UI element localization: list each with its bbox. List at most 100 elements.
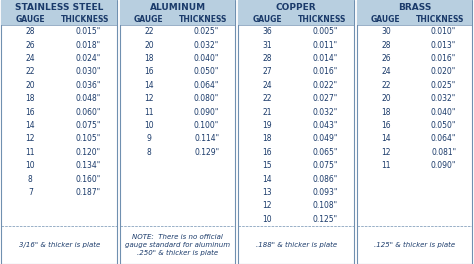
Bar <box>120 0 236 14</box>
Text: 26: 26 <box>26 41 35 50</box>
Text: GAUGE: GAUGE <box>253 15 282 24</box>
Text: 0.134": 0.134" <box>75 161 101 170</box>
Text: 0.129": 0.129" <box>194 148 219 157</box>
Text: 0.049": 0.049" <box>312 134 338 143</box>
Text: 7: 7 <box>28 188 33 197</box>
Text: 0.011": 0.011" <box>312 41 337 50</box>
Text: 20: 20 <box>144 41 154 50</box>
Text: GAUGE: GAUGE <box>16 15 45 24</box>
Text: 22: 22 <box>263 94 272 103</box>
Text: 0.043": 0.043" <box>312 121 338 130</box>
Text: 8: 8 <box>146 148 151 157</box>
Text: 22: 22 <box>381 81 391 90</box>
Text: 18: 18 <box>144 54 154 63</box>
Text: 0.032": 0.032" <box>312 108 338 117</box>
Text: STAINLESS STEEL: STAINLESS STEEL <box>15 2 103 12</box>
Text: 10: 10 <box>144 121 154 130</box>
Text: 18: 18 <box>381 108 391 117</box>
Text: 12: 12 <box>263 201 272 210</box>
Text: 0.020": 0.020" <box>431 67 456 76</box>
Text: 3/16" & thicker is plate: 3/16" & thicker is plate <box>18 242 100 248</box>
Bar <box>120 14 236 25</box>
Text: 0.086": 0.086" <box>312 175 338 183</box>
Text: GAUGE: GAUGE <box>134 15 164 24</box>
Text: 0.040": 0.040" <box>194 54 219 63</box>
Text: THICKNESS: THICKNESS <box>61 15 109 24</box>
Text: 20: 20 <box>26 81 35 90</box>
Text: 21: 21 <box>263 108 272 117</box>
Bar <box>120 0 236 264</box>
Text: .188" & thicker is plate: .188" & thicker is plate <box>255 242 337 248</box>
Text: THICKNESS: THICKNESS <box>298 15 346 24</box>
Text: 0.040": 0.040" <box>431 108 456 117</box>
Text: 28: 28 <box>263 54 272 63</box>
Text: 0.018": 0.018" <box>75 41 100 50</box>
Text: 0.005": 0.005" <box>312 27 338 36</box>
Bar <box>238 0 354 14</box>
Text: THICKNESS: THICKNESS <box>416 15 465 24</box>
Text: 0.014": 0.014" <box>312 54 338 63</box>
Bar <box>238 0 354 264</box>
Text: 31: 31 <box>263 41 272 50</box>
Bar <box>1 0 117 264</box>
Text: 36: 36 <box>263 27 272 36</box>
Text: 0.032": 0.032" <box>431 94 456 103</box>
Text: 0.010": 0.010" <box>431 27 456 36</box>
Text: NOTE:  There is no official
gauge standard for aluminum
.250" & thicker is plate: NOTE: There is no official gauge standar… <box>125 234 230 256</box>
Text: 0.025": 0.025" <box>194 27 219 36</box>
Bar <box>357 0 473 14</box>
Bar <box>1 0 117 14</box>
Text: 0.013": 0.013" <box>431 41 456 50</box>
Text: 16: 16 <box>263 148 272 157</box>
Text: 0.120": 0.120" <box>75 148 100 157</box>
Text: 14: 14 <box>144 81 154 90</box>
Text: 0.065": 0.065" <box>312 148 338 157</box>
Text: 12: 12 <box>381 148 391 157</box>
Text: 0.090": 0.090" <box>431 161 456 170</box>
Text: 0.048": 0.048" <box>75 94 101 103</box>
Text: 16: 16 <box>381 121 391 130</box>
Text: 0.050": 0.050" <box>194 67 219 76</box>
Text: 0.080": 0.080" <box>194 94 219 103</box>
Text: 0.024": 0.024" <box>75 54 101 63</box>
Text: 16: 16 <box>26 108 35 117</box>
Text: 0.075": 0.075" <box>75 121 101 130</box>
Text: 14: 14 <box>381 134 391 143</box>
Text: 18: 18 <box>263 134 272 143</box>
Text: THICKNESS: THICKNESS <box>179 15 228 24</box>
Text: 0.025": 0.025" <box>431 81 456 90</box>
Text: GAUGE: GAUGE <box>371 15 401 24</box>
Text: 13: 13 <box>263 188 272 197</box>
Text: 0.050": 0.050" <box>431 121 456 130</box>
Text: 12: 12 <box>26 134 35 143</box>
Text: 11: 11 <box>381 161 391 170</box>
Text: 30: 30 <box>381 27 391 36</box>
Bar <box>238 14 354 25</box>
Text: 0.108": 0.108" <box>312 201 337 210</box>
Text: 0.060": 0.060" <box>75 108 101 117</box>
Text: 0.105": 0.105" <box>75 134 101 143</box>
Text: 22: 22 <box>144 27 154 36</box>
Text: 0.075": 0.075" <box>312 161 338 170</box>
Text: BRASS: BRASS <box>398 2 431 12</box>
Text: 0.027": 0.027" <box>312 94 338 103</box>
Bar <box>357 14 473 25</box>
Text: 28: 28 <box>26 27 35 36</box>
Text: 0.090": 0.090" <box>194 108 219 117</box>
Text: 9: 9 <box>146 134 151 143</box>
Text: COPPER: COPPER <box>276 2 317 12</box>
Text: 27: 27 <box>263 67 272 76</box>
Text: 16: 16 <box>144 67 154 76</box>
Text: 0.032": 0.032" <box>194 41 219 50</box>
Text: 0.030": 0.030" <box>75 67 101 76</box>
Text: 0.064": 0.064" <box>431 134 456 143</box>
Text: 0.022": 0.022" <box>312 81 337 90</box>
Text: 0.016": 0.016" <box>431 54 456 63</box>
Text: 8: 8 <box>28 175 33 183</box>
Text: 10: 10 <box>263 215 272 224</box>
Text: 0.064": 0.064" <box>194 81 219 90</box>
Text: 28: 28 <box>381 41 391 50</box>
Text: 0.100": 0.100" <box>194 121 219 130</box>
Text: 0.114": 0.114" <box>194 134 219 143</box>
Text: 24: 24 <box>381 67 391 76</box>
